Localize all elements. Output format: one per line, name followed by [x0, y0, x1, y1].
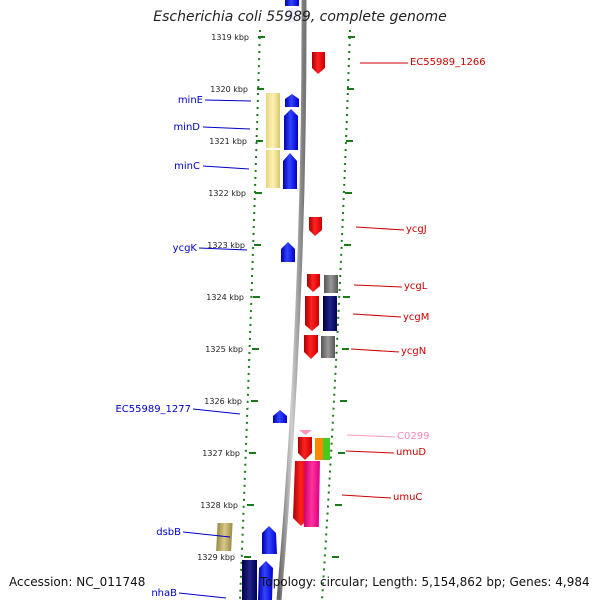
kbp-tick-label: 1326 kbp [204, 397, 242, 406]
ec55989-1277-gene-arrow [273, 410, 287, 423]
label-leader-line [202, 126, 251, 130]
kbp-ticks: 1319 kbp 1320 kbp 1321 kbp 1322 kbp 1323 kbp… [197, 33, 355, 562]
label-leader-line [355, 226, 405, 231]
kbp-tick-label: 1322 kbp [208, 189, 246, 198]
kbp-tick-label: 1324 kbp [206, 293, 244, 302]
gene-label-mine[interactable]: minE [178, 95, 203, 106]
ycgm-gene-arrow [305, 296, 319, 331]
gene-clipped-top-2 [286, 8, 298, 22]
gene-label-umuc[interactable]: umuC [393, 492, 422, 503]
left-track-dotted-line [239, 29, 261, 601]
gene-label-ycgk[interactable]: ycgK [173, 243, 198, 254]
kbp-tick-label: 1325 kbp [205, 345, 243, 354]
nhab-gene-arrow [258, 561, 273, 600]
label-leader-line [178, 592, 227, 599]
label-leader-line [198, 247, 248, 251]
mine-gene-arrow [285, 94, 299, 107]
umud-gene-arrow [298, 437, 312, 460]
ycgl-gray-block [324, 275, 338, 293]
umuc-pink-block [303, 461, 320, 527]
minc-yellow-block [266, 150, 280, 188]
kbp-tick-label: 1327 kbp [202, 449, 240, 458]
label-leader-line [345, 450, 395, 454]
label-leader-line [192, 408, 241, 415]
ycgl-gene-arrow [307, 274, 320, 292]
gene-clipped-top [285, 0, 299, 6]
gene-label-umud[interactable]: umuD [396, 447, 426, 458]
gene-label-mind[interactable]: minD [173, 122, 200, 133]
ec55989-1266-gene-arrow [312, 52, 325, 74]
genome-backbone [276, 0, 307, 601]
gene-label-ycgn[interactable]: ycgN [401, 346, 426, 357]
accession-text: Accession: NC_011748 [9, 575, 146, 589]
gene-label-ec55989-1277[interactable]: EC55989_1277 [115, 404, 191, 415]
ycgn-gene-arrow [304, 335, 318, 359]
mind-gene-arrow [284, 109, 298, 150]
mine-yellow-block [266, 93, 280, 148]
kbp-tick-label: 1328 kbp [200, 501, 238, 510]
label-leader-line [346, 434, 396, 438]
gene-label-ycgl[interactable]: ycgL [404, 281, 428, 292]
gene-label-nhab[interactable]: nhaB [151, 588, 177, 599]
genome-title: Escherichia coli 55989, complete genome [153, 9, 447, 25]
nhab-navy-block [242, 560, 257, 600]
label-leader-lines [178, 62, 408, 599]
umud-green-block [323, 438, 330, 460]
label-leader-line [341, 494, 392, 499]
label-leader-line [182, 531, 231, 538]
minc-gene-arrow [283, 153, 297, 189]
kbp-tick-label: 1323 kbp [207, 241, 245, 250]
kbp-tick-label: 1320 kbp [210, 85, 248, 94]
label-leader-line [353, 284, 403, 288]
gene-label-c0299[interactable]: C0299 [397, 431, 429, 442]
label-leader-line [352, 313, 402, 318]
ycgj-gene-arrow [309, 217, 322, 236]
label-leader-line [204, 99, 252, 102]
c0299-marker [299, 430, 312, 435]
dsbb-olive-block [216, 523, 233, 551]
genome-summary-text: Topology: circular; Length: 5,154,862 bp… [260, 575, 590, 589]
kbp-tick-label: 1319 kbp [211, 33, 249, 42]
label-leader-line [350, 348, 400, 353]
gene-label-dsbb[interactable]: dsbB [156, 527, 181, 538]
gene-label-ycgm[interactable]: ycgM [403, 312, 429, 323]
gene-label-ycgj[interactable]: ycgJ [406, 224, 427, 235]
ycgm-navy-block [323, 296, 337, 331]
gene-label-ec55989-1266[interactable]: EC55989_1266 [410, 57, 486, 68]
kbp-tick-label: 1329 kbp [197, 553, 235, 562]
gene-label-minc[interactable]: minC [174, 161, 200, 172]
ycgk-gene-arrow [281, 242, 295, 262]
ycgn-gray-block [321, 336, 335, 358]
label-leader-line [202, 165, 250, 170]
kbp-tick-label: 1321 kbp [209, 137, 247, 146]
dsbb-gene-arrow [262, 526, 277, 554]
umud-orange-block [315, 438, 323, 460]
